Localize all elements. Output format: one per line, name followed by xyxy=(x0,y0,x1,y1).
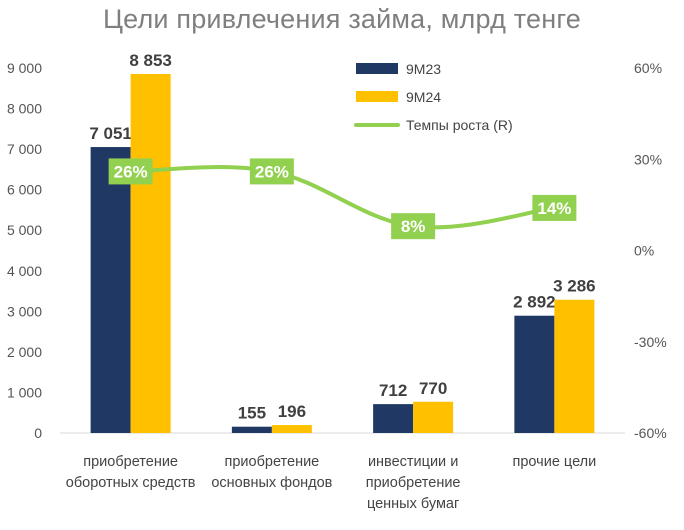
growth-label-box xyxy=(108,158,153,185)
legend-label-9m24: 9M24 xyxy=(406,89,441,105)
category-label: оборотных средств xyxy=(66,475,196,491)
category-label: приобретение xyxy=(225,454,320,470)
bar-data-label: 770 xyxy=(419,379,447,398)
bar-data-label: 7 051 xyxy=(89,124,132,143)
growth-data-label: 8% xyxy=(401,217,426,236)
y2-tick-label: 30% xyxy=(634,151,662,167)
growth-data-label: 14% xyxy=(537,199,571,218)
category-label: приобретение xyxy=(366,475,461,491)
category-label: прочие цели xyxy=(513,454,597,470)
category-label: приобретение xyxy=(83,454,178,470)
y2-tick-label: -60% xyxy=(634,425,667,441)
growth-rate-line xyxy=(128,165,557,230)
bar-9m24 xyxy=(130,73,171,433)
bar-9m23 xyxy=(514,315,555,433)
y-tick-label: 2 000 xyxy=(7,344,42,360)
y-tick-label: 7 000 xyxy=(7,141,42,157)
y-tick-label: 0 xyxy=(34,425,42,441)
y-tick-label: 1 000 xyxy=(7,384,42,400)
bar-9m23 xyxy=(231,426,272,433)
chart-title: Цели привлечения займа, млрд тенге xyxy=(102,4,582,34)
bar-data-label: 8 853 xyxy=(129,51,172,70)
y-tick-label: 8 000 xyxy=(7,101,42,117)
bar-9m23 xyxy=(373,404,414,433)
legend-label-9m23: 9M23 xyxy=(406,61,441,77)
y-tick-label: 3 000 xyxy=(7,303,42,319)
y2-tick-label: 0% xyxy=(634,243,654,259)
legend-label-growth: Темпы роста (R) xyxy=(406,117,513,133)
y2-tick-label: 60% xyxy=(634,60,662,76)
legend-swatch-9m24 xyxy=(356,91,398,102)
growth-label-box xyxy=(249,158,294,185)
y-tick-label: 4 000 xyxy=(7,263,42,279)
bar-data-label: 155 xyxy=(238,404,266,423)
category-label: основных фондов xyxy=(211,475,332,491)
y-tick-label: 9 000 xyxy=(7,60,42,76)
y-tick-label: 6 000 xyxy=(7,182,42,198)
bar-9m24 xyxy=(271,425,312,433)
bar-data-label: 3 286 xyxy=(553,277,596,296)
y2-tick-label: -30% xyxy=(634,334,667,350)
bar-9m23 xyxy=(90,147,131,433)
category-label: инвестиции и xyxy=(368,454,458,470)
growth-label-box xyxy=(532,194,577,221)
bar-9m24 xyxy=(413,401,454,433)
bar-data-label: 196 xyxy=(278,402,306,421)
growth-label-box xyxy=(391,213,436,240)
bar-data-label: 2 892 xyxy=(513,293,556,312)
category-label: ценных бумаг xyxy=(367,496,459,512)
growth-data-label: 26% xyxy=(255,162,289,181)
legend-swatch-9m23 xyxy=(356,63,398,74)
bar-data-label: 712 xyxy=(379,381,407,400)
bar-9m24 xyxy=(554,299,595,433)
y-tick-label: 5 000 xyxy=(7,222,42,238)
growth-data-label: 26% xyxy=(114,162,148,181)
